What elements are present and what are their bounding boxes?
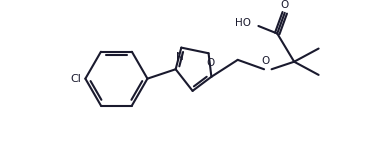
Text: O: O: [261, 56, 269, 66]
Text: Cl: Cl: [71, 74, 81, 84]
Text: HO: HO: [235, 18, 251, 28]
Text: O: O: [280, 0, 289, 10]
Text: N: N: [176, 52, 184, 62]
Text: O: O: [206, 58, 215, 68]
